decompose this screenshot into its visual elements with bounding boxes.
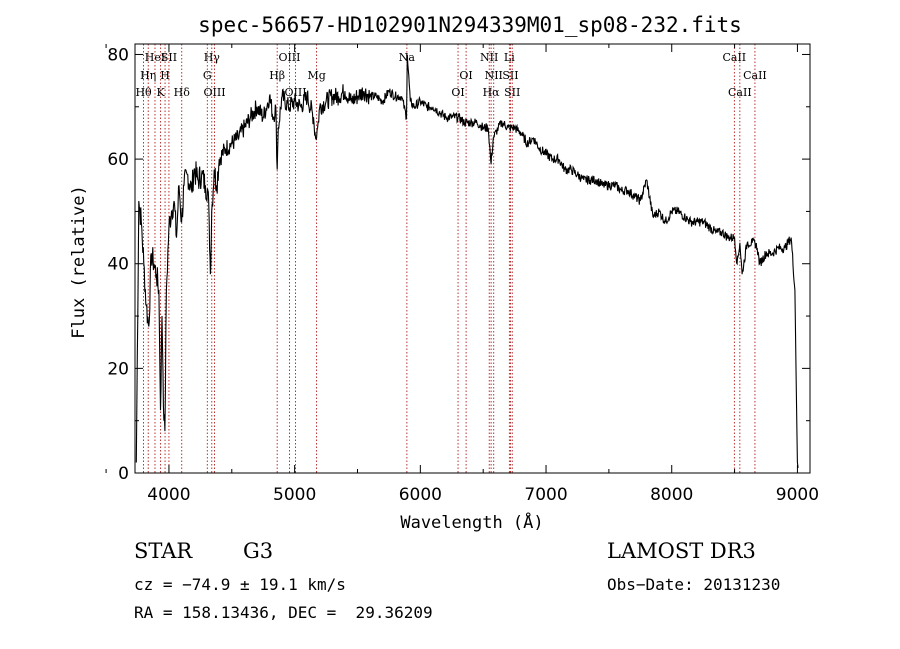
plot-frame (134, 43, 811, 474)
line-label-13: Mg (307, 69, 325, 82)
line-label-22: SII (504, 86, 520, 99)
line-label-11: OIII (278, 51, 300, 64)
coordinates: RA = 158.13436, DEC = 29.36209 (134, 603, 433, 622)
line-label-7: G (203, 69, 212, 82)
line-label-5: SII (161, 51, 177, 64)
object-class: STAR (134, 539, 193, 563)
axis-ticks: 4000 5000 6000 7000 8000 9000 0 20 40 60 80 (105, 44, 819, 505)
redshift-velocity: cz = −74.9 ± 19.1 km/s (134, 575, 346, 594)
x-tick-label-0: 4000 (147, 485, 190, 505)
line-label-9: OIII (204, 86, 226, 99)
line-label-24: CaII (728, 86, 752, 99)
survey-name: LAMOST DR3 (607, 539, 756, 563)
line-label-6: Hδ (174, 86, 191, 99)
spectrum-line (135, 54, 799, 468)
line-label-15: OI (451, 86, 464, 99)
line-label-12: OIII (284, 86, 306, 99)
object-subclass: G3 (243, 539, 274, 563)
line-label-10: Hβ (269, 69, 285, 82)
line-label-25: CaII (743, 69, 767, 82)
line-label-1: Hη (140, 69, 156, 82)
line-label-2: HeI (145, 51, 165, 64)
x-axis-label: Wavelength (Å) (400, 511, 543, 533)
line-label-17: NII (480, 51, 498, 64)
line-label-19: NII (485, 69, 503, 82)
line-label-18: Hα (483, 86, 501, 99)
line-label-16: OI (459, 69, 472, 82)
line-label-23: CaII (722, 51, 746, 64)
line-label-20: Li (504, 51, 515, 64)
line-label-3: K (157, 86, 166, 99)
line-labels: HθHηHeIKHSIIHδGHγOIIIHβOIIIOIIIMgNaOIOIN… (135, 51, 766, 99)
x-tick-label-4: 8000 (650, 485, 693, 505)
observation-date: Obs−Date: 20131230 (607, 575, 781, 594)
y-tick-label-3: 60 (107, 150, 129, 170)
x-tick-label-2: 6000 (399, 485, 442, 505)
line-markers (143, 44, 756, 473)
x-tick-label-5: 9000 (776, 485, 819, 505)
y-tick-label-4: 80 (107, 45, 129, 65)
x-tick-label-3: 7000 (524, 485, 567, 505)
x-tick-label-1: 5000 (273, 485, 316, 505)
line-label-0: Hθ (135, 86, 152, 99)
y-tick-label-2: 40 (107, 255, 129, 275)
y-tick-label-1: 20 (107, 359, 129, 379)
line-label-8: Hγ (204, 51, 221, 64)
line-label-14: Na (399, 51, 416, 64)
y-axis-label: Flux (relative) (69, 185, 89, 339)
line-label-4: H (160, 69, 170, 82)
y-tick-label-0: 0 (118, 464, 129, 484)
chart-title: spec-56657-HD102901N294339M01_sp08-232.f… (198, 13, 742, 37)
line-label-21: SII (502, 69, 518, 82)
